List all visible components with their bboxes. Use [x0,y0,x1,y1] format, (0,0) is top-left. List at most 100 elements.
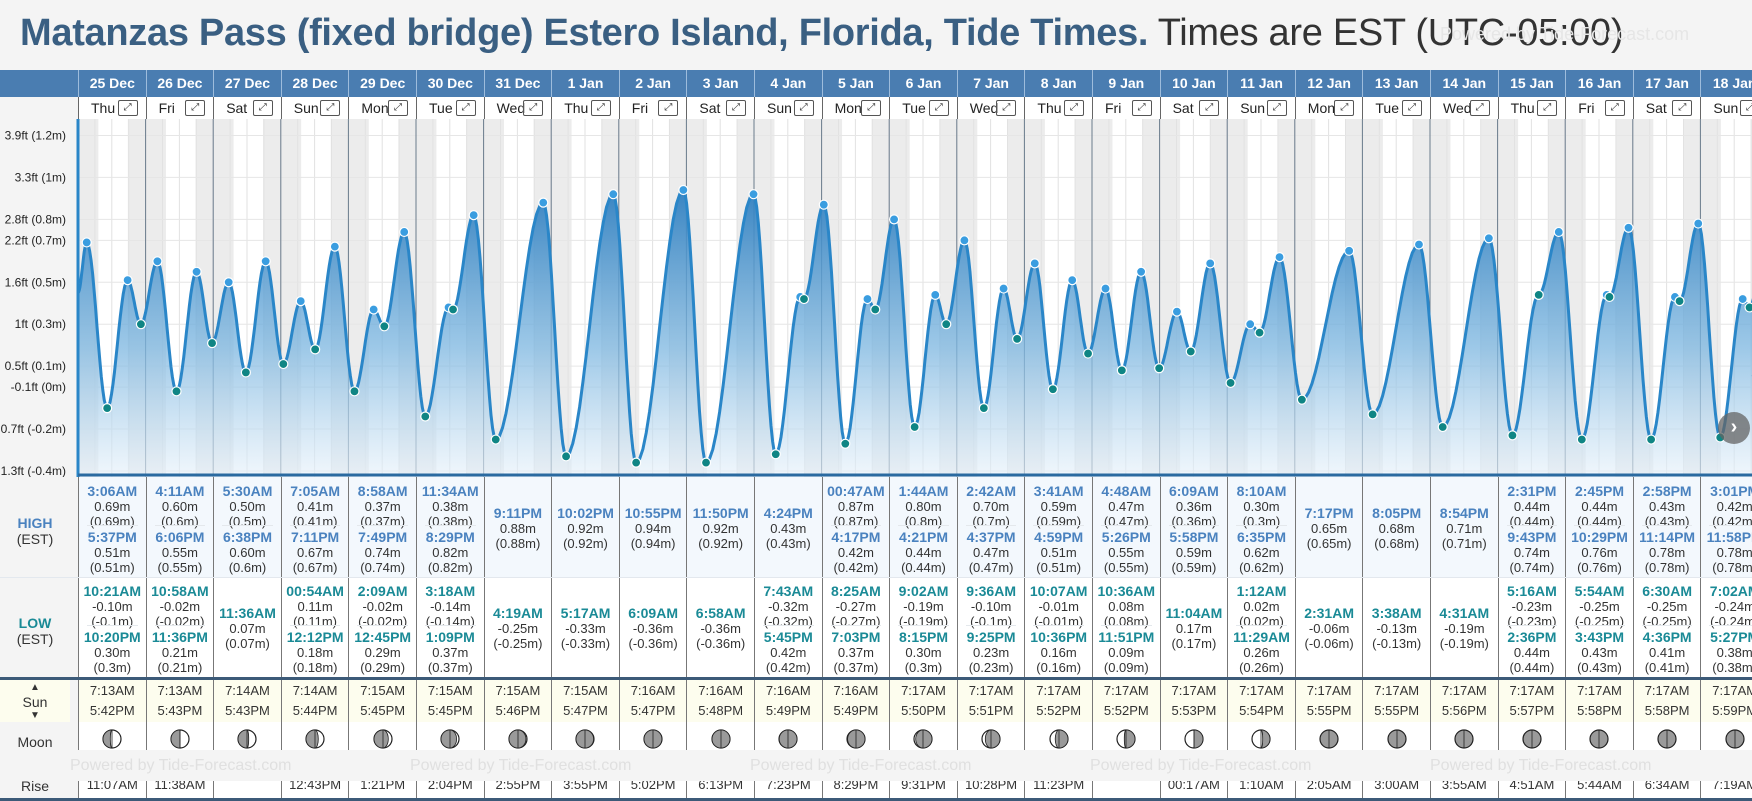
expand-day-icon[interactable]: ⤢ [793,100,814,116]
date-header: 8 Jan [1024,70,1092,97]
sunset-time: 5:59PM [1712,703,1752,718]
moon-phase-icon [846,729,866,749]
weekday-cell: Mon ⤢ [1294,97,1363,119]
tide-height-paren: (0.5m) [228,514,267,529]
expand-day-icon[interactable]: ⤢ [725,100,746,116]
weekday-cell: Tue ⤢ [1362,97,1430,119]
high-tide-cell: 7:17PM 0.65m (0.65m) [1294,477,1363,577]
tide-time: 00:54AM [286,583,344,599]
tide-height-m: 0.07m [229,621,266,636]
watermark-top: Powered by Tide-Forecast.com [1440,24,1690,44]
tide-time: 6:38PM [222,529,272,545]
low-tide-point [1576,434,1587,445]
expand-day-icon[interactable]: ⤢ [861,100,882,116]
event-separator [222,525,273,526]
sunset-time: 5:44PM [292,703,338,718]
tide-height-m: 0.92m [567,521,604,536]
tide-height-m: 0.47m [1108,499,1145,514]
event-separator [1641,625,1693,626]
expand-day-icon[interactable]: ⤢ [1672,100,1693,116]
tide-time: 4:21PM [898,529,948,545]
weekday-label: Wed [969,100,999,116]
sunrise-time: 7:15AM [563,683,608,698]
low-tide-cell: 7:43AM -0.32m (-0.32m) 5:45PM 0.42m (0.42m) [754,577,822,677]
tide-height-m: 0.43m [770,521,807,536]
tide-height-paren: (0.3m) [1242,514,1281,529]
expand-day-icon[interactable]: ⤢ [1604,100,1625,116]
high-low-divider [0,577,1752,578]
tide-height-m: 0.74m [1513,545,1550,560]
weekday-label: Sat [1645,100,1667,116]
expand-day-icon[interactable]: ⤢ [658,100,679,116]
tide-height-paren: (-0.25m) [1574,614,1625,629]
next-arrow-button[interactable]: › [1718,412,1750,444]
expand-day-icon[interactable]: ⤢ [117,100,138,116]
sunset-time: 5:55PM [1306,703,1352,718]
sun-cell: 7:17AM 5:55PM [1362,680,1430,722]
expand-day-icon[interactable]: ⤢ [1131,100,1152,116]
expand-day-icon[interactable]: ⤢ [1537,100,1558,116]
tide-height-paren: (0.87m) [833,514,879,529]
y-tick-label: 2.8ft (0.8m) [5,212,66,226]
low-tide-point [1012,333,1023,344]
expand-day-icon[interactable]: ⤢ [1401,100,1422,116]
expand-day-icon[interactable]: ⤢ [590,100,611,116]
page-title: Matanzas Pass (fixed bridge) Estero Isla… [20,12,1624,55]
sunset-time: 5:43PM [225,703,270,718]
tide-height-paren: (-0.01m) [1034,614,1084,629]
event-separator [87,525,138,526]
event-separator [1574,625,1625,626]
tide-height-paren: (0.47m) [1103,514,1149,529]
high-tide-cell: 2:42AM 0.70m (0.7m) 4:37PM 0.47m (0.47m) [956,477,1025,577]
tide-time: 9:43PM [1507,529,1557,545]
low-tide-point [447,304,459,315]
tide-height-paren: (0.6m) [161,514,199,529]
tide-height-m: 0.82m [432,545,469,560]
tide-time: 9:02AM [898,583,949,599]
sun-cell: 7:17AM 5:59PM [1700,680,1752,722]
weekday-cell: Wed ⤢ [483,97,552,119]
expand-day-icon[interactable]: ⤢ [523,100,544,116]
tide-height-paren: (0.7m) [972,514,1010,529]
moon-phase-icon [643,729,663,749]
tide-time: 11:29AM [1233,629,1290,645]
expand-day-icon[interactable]: ⤢ [1469,100,1490,116]
date-header: 10 Jan [1159,70,1228,97]
sun-cell: 7:17AM 5:50PM [889,680,957,722]
tide-height-paren: (0.44m) [901,560,946,575]
high-tide-cell: 2:31PM 0.44m (0.44m) 9:43PM 0.74m (0.74m) [1497,477,1566,577]
high-tide-point [260,256,271,267]
expand-day-icon[interactable]: ⤢ [1266,100,1287,116]
expand-day-icon[interactable]: ⤢ [1739,100,1752,116]
expand-day-icon[interactable]: ⤢ [996,100,1017,116]
high-tide-point [1245,319,1256,330]
tide-height-m: 0.44m [905,545,942,560]
expand-day-icon[interactable]: ⤢ [928,100,949,116]
low-tide-cell: 11:04AM 0.17m (0.17m) [1159,577,1228,677]
watermark-text: Powered by Tide-Forecast.com [1090,757,1312,774]
expand-day-icon[interactable]: ⤢ [185,100,206,116]
tide-time: 2:42AM [966,483,1016,499]
expand-day-icon[interactable]: ⤢ [1334,100,1355,116]
expand-day-icon[interactable]: ⤢ [387,100,408,116]
low-tide-point [1296,394,1307,405]
tide-height-m: 0.30m [905,645,942,660]
moon-phase-icon [1116,729,1136,749]
expand-day-icon[interactable]: ⤢ [1199,100,1220,116]
expand-day-icon[interactable]: ⤢ [455,100,476,116]
tide-time: 12:12PM [286,629,344,645]
low-tide-cell: 6:09AM -0.36m (-0.36m) [618,577,687,677]
expand-day-icon[interactable]: ⤢ [252,100,273,116]
sunset-time: 5:56PM [1441,703,1487,718]
tide-height-m: 0.21m [161,645,198,660]
date-header: 5 Jan [821,70,890,97]
low-tide-cell: 5:54AM -0.25m (-0.25m) 3:43PM 0.43m (0.43m) [1565,577,1633,677]
tide-height-paren: (0.65m) [1306,536,1352,551]
expand-day-icon[interactable]: ⤢ [320,100,341,116]
expand-day-icon[interactable]: ⤢ [1063,100,1084,116]
tide-height-paren: (0.44m) [1509,514,1555,529]
tide-height-m: -0.14m [430,599,471,614]
moon-phase-icon [1049,729,1069,749]
sunrise-time: 7:16AM [765,683,811,698]
low-tide-cell: 7:02AM-0.24m(-0.24m)5:27PM0.38m(0.38m) [1700,577,1752,677]
